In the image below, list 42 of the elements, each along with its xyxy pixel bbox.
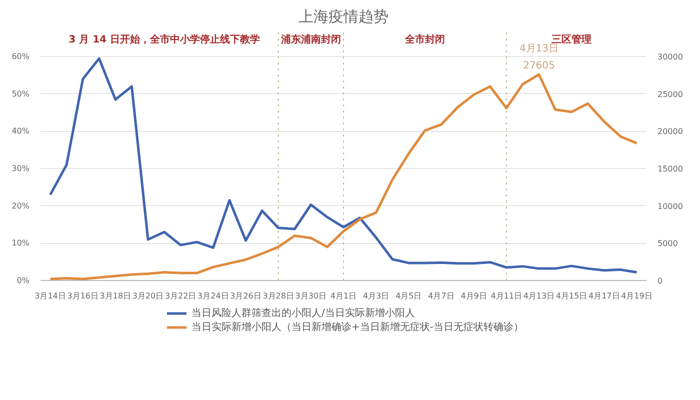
x-tick-label: 3月20日 — [132, 292, 164, 300]
x-tick-label: 4月7日 — [428, 292, 454, 300]
y-tick-label: 60% — [12, 52, 30, 62]
y-tick-label: 0% — [16, 276, 30, 285]
y2-tick-label: 25000 — [658, 90, 683, 99]
x-tick-label: 3月24日 — [198, 292, 229, 300]
annotation: 3 月 14 日开始，全市中小学停止线下教学 — [68, 34, 260, 46]
annotation: 全市封闭 — [404, 34, 445, 46]
x-tick-label: 4月11日 — [490, 292, 522, 300]
annotation: 4月13日 — [519, 43, 559, 54]
y2-tick-label: 30000 — [658, 52, 683, 62]
y2-tick-label: 0 — [658, 276, 663, 286]
data-label: 27605 — [523, 60, 555, 72]
annotation: 三区管理 — [552, 34, 592, 46]
x-tick-label: 4月13日 — [523, 292, 555, 300]
legend-label: 当日实际新增小阳人（当日新增确诊+当日新增无症状-当日无症状转确诊） — [192, 320, 524, 334]
x-tick-label: 3月26日 — [230, 292, 262, 300]
annotation: 浦东浦南封闭 — [280, 34, 341, 46]
x-tick-label: 3月14日 — [34, 292, 66, 300]
x-tick-label: 4月15日 — [556, 292, 588, 300]
y2-tick-label: 20000 — [658, 127, 683, 136]
y2-tick-label: 15000 — [658, 164, 683, 174]
x-tick-label: 4月19日 — [621, 292, 652, 300]
x-tick-label: 3月30日 — [295, 292, 327, 300]
x-tick-label: 3月16日 — [67, 292, 98, 300]
x-tick-label: 4月1日 — [330, 292, 357, 300]
x-tick-label: 4月5日 — [396, 292, 422, 300]
y2-tick-label: 5000 — [658, 239, 678, 248]
legend-label: 当日风险人群筛查出的小阳人/当日实际新增小阳人 — [192, 306, 415, 320]
x-tick-label: 3月18日 — [100, 292, 132, 300]
x-tick-label: 3月28日 — [262, 292, 294, 300]
y-tick-label: 40% — [12, 126, 30, 136]
y-tick-label: 30% — [12, 164, 30, 174]
x-tick-label: 4月17日 — [588, 292, 620, 300]
y-tick-label: 50% — [12, 89, 30, 98]
y-tick-label: 10% — [12, 238, 30, 248]
chart-title: 上海疫情趋势 — [298, 8, 388, 26]
y-tick-label: 20% — [12, 201, 30, 210]
y2-tick-label: 10000 — [658, 202, 683, 211]
x-tick-label: 3月22日 — [164, 292, 196, 300]
x-tick-label: 4月9日 — [460, 292, 487, 300]
x-tick-label: 4月3日 — [362, 292, 390, 300]
